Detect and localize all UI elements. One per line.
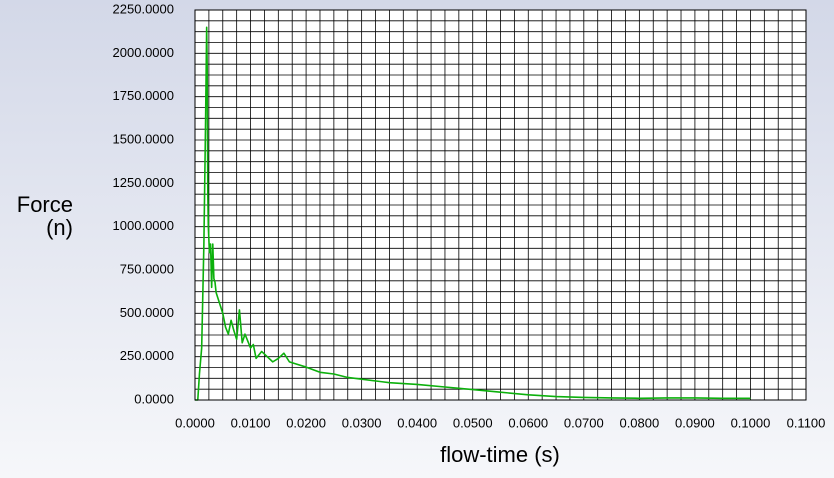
x-axis-title: flow-time (s) bbox=[440, 442, 560, 467]
y-tick-label: 750.0000 bbox=[120, 261, 174, 276]
grid bbox=[194, 9, 807, 401]
y-axis-title: Force bbox=[17, 192, 73, 217]
x-tick-label: 0.0400 bbox=[397, 415, 437, 430]
series bbox=[195, 26, 751, 401]
y-tick-label: 1000.0000 bbox=[113, 218, 174, 233]
x-tick-label: 0.0000 bbox=[175, 415, 215, 430]
plot-border bbox=[194, 9, 807, 401]
x-tick-label: 0.0100 bbox=[231, 415, 271, 430]
x-tick-label: 0.0800 bbox=[619, 415, 659, 430]
x-tick-label: 0.0200 bbox=[286, 415, 326, 430]
x-tick-label: 0.0600 bbox=[508, 415, 548, 430]
y-tick-label: 2000.0000 bbox=[113, 45, 174, 60]
x-tick-label: 0.1100 bbox=[787, 415, 826, 430]
y-tick-label: 1750.0000 bbox=[113, 88, 174, 103]
x-tick-label: 0.0700 bbox=[564, 415, 604, 430]
tick-labels: 0.0000 0.0100 0.0200 0.0300 0.0400 0.0500 0.06… bbox=[113, 1, 826, 430]
y-tick-label: 1500.0000 bbox=[113, 131, 174, 146]
y-tick-label: 250.0000 bbox=[120, 348, 174, 363]
x-tick-label: 0.1000 bbox=[731, 415, 771, 430]
y-axis-title: (n) bbox=[46, 215, 73, 240]
x-tick-label: 0.0300 bbox=[342, 415, 382, 430]
y-tick-label: 500.0000 bbox=[120, 305, 174, 320]
y-tick-label: 2250.0000 bbox=[113, 1, 174, 16]
data-line bbox=[195, 26, 751, 401]
y-tick-label: 1250.0000 bbox=[113, 175, 174, 190]
x-tick-label: 0.0500 bbox=[453, 415, 493, 430]
x-tick-label: 0.0900 bbox=[675, 415, 715, 430]
y-tick-label: 0.0000 bbox=[134, 391, 174, 406]
